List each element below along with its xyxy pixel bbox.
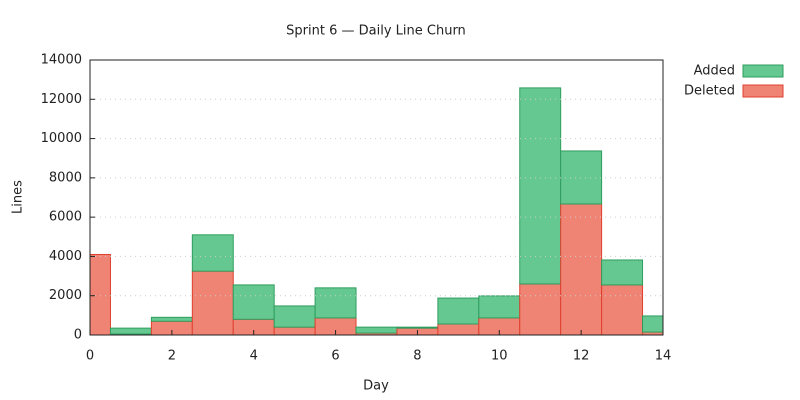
bar-segment: [601, 284, 644, 335]
y-tick-label: 4000: [49, 249, 82, 264]
plot-frame: [89, 59, 664, 336]
chart-title: Sprint 6 — Daily Line Churn: [286, 24, 466, 39]
y-tick-label: 10000: [41, 131, 82, 146]
bar-segment: [232, 284, 275, 320]
bar-segment: [478, 295, 521, 319]
bar-segment: [191, 270, 234, 335]
plot-area: [90, 87, 663, 335]
legend-label: Added: [694, 64, 735, 79]
bar-segment: [191, 234, 234, 272]
x-tick-label: 8: [413, 349, 421, 364]
x-tick-label: 4: [250, 349, 258, 364]
bar-segment: [519, 87, 562, 285]
bar-segment: [109, 327, 152, 335]
y-tick-label: 0: [74, 328, 82, 343]
bar-segment: [273, 305, 316, 328]
x-tick-label: 10: [491, 349, 508, 364]
x-tick-label: 0: [86, 349, 94, 364]
y-axis-label: Lines: [11, 180, 26, 214]
y-tick-label: 14000: [41, 53, 82, 68]
y-tick-label: 12000: [41, 92, 82, 107]
bar-segment: [273, 326, 316, 335]
x-tick-label: 6: [331, 349, 339, 364]
y-tick-label: 6000: [49, 210, 82, 225]
bar-segment: [601, 259, 644, 286]
bar-segment: [437, 323, 480, 335]
bar-segment: [150, 316, 193, 322]
legend-label: Deleted: [684, 84, 735, 99]
y-tick-label: 2000: [49, 288, 82, 303]
x-tick-label: 12: [573, 349, 590, 364]
y-tick-label: 8000: [49, 170, 82, 185]
x-tick-label: 2: [168, 349, 176, 364]
bar-segment: [519, 283, 562, 335]
bar-segment: [355, 326, 398, 334]
bar-segment: [314, 287, 357, 319]
bar-segment: [437, 297, 480, 325]
x-axis-label: Day: [363, 379, 389, 394]
bar-segment: [560, 203, 603, 335]
legend-swatch: [742, 84, 784, 98]
bar-segment: [90, 253, 111, 335]
legend-swatch: [742, 64, 784, 78]
bar-segment: [396, 326, 439, 329]
x-tick-label: 14: [655, 349, 672, 364]
